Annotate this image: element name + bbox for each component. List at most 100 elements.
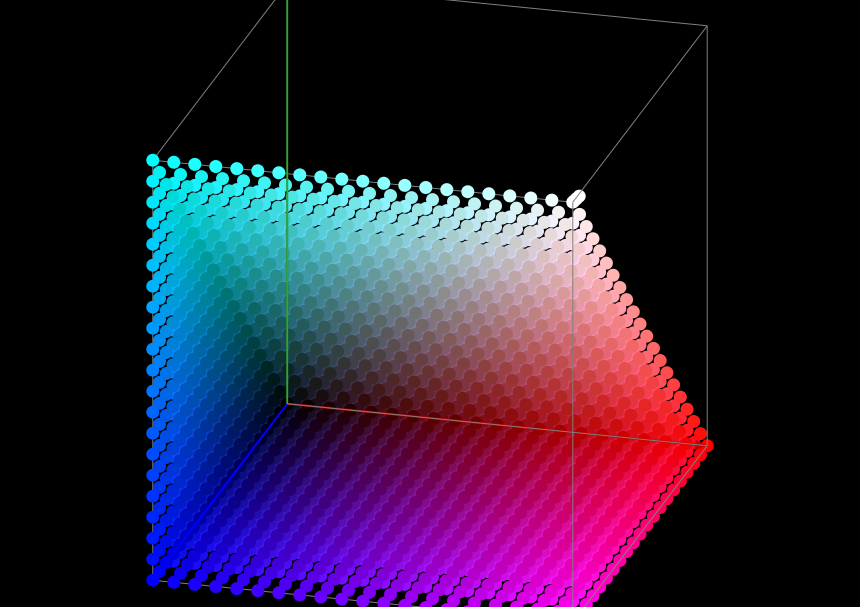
color-point	[618, 396, 631, 409]
color-point	[487, 303, 500, 316]
color-point	[242, 255, 255, 268]
color-point	[391, 201, 404, 214]
color-point	[354, 278, 367, 291]
color-point	[565, 230, 578, 243]
color-point	[342, 185, 355, 198]
color-point	[544, 262, 557, 275]
color-point	[328, 195, 341, 208]
color-point	[388, 304, 401, 317]
color-point	[310, 343, 323, 356]
color-point	[292, 237, 305, 250]
color-point	[400, 398, 413, 411]
color-point	[654, 354, 667, 367]
color-point	[418, 215, 431, 228]
color-point	[498, 396, 511, 409]
color-point	[419, 181, 432, 194]
color-point	[639, 399, 652, 412]
color-point	[541, 366, 554, 379]
color-point	[289, 341, 302, 354]
color-point	[349, 197, 362, 210]
color-point	[534, 388, 547, 401]
color-point	[305, 262, 318, 275]
color-point	[193, 239, 206, 252]
color-point	[362, 221, 375, 234]
color-point	[295, 387, 308, 400]
color-point	[667, 378, 680, 391]
color-point	[586, 267, 599, 280]
color-point	[299, 215, 312, 228]
color-point	[257, 211, 270, 224]
color-point	[620, 293, 633, 306]
color-point	[403, 260, 416, 273]
color-point	[564, 299, 577, 312]
color-point	[600, 257, 613, 270]
color-point	[433, 205, 446, 218]
color-point	[268, 339, 281, 352]
color-point	[372, 383, 385, 396]
color-point	[288, 375, 301, 388]
color-point	[215, 207, 228, 220]
color-point	[174, 168, 187, 181]
color-point	[300, 181, 313, 194]
color-point	[551, 240, 564, 253]
color-point	[235, 243, 248, 256]
color-point	[529, 307, 542, 320]
color-point	[376, 246, 389, 259]
color-point	[358, 394, 371, 407]
color-point	[438, 286, 451, 299]
color-point	[468, 197, 481, 210]
color-point	[234, 312, 247, 325]
color-point	[586, 232, 599, 245]
color-point	[508, 270, 521, 283]
color-point	[319, 252, 332, 265]
color-point	[549, 344, 562, 357]
color-point	[429, 378, 442, 391]
color-point	[314, 171, 327, 184]
color-point	[256, 280, 269, 293]
color-point	[335, 173, 348, 186]
color-point	[439, 252, 452, 265]
color-point	[395, 317, 408, 330]
color-point	[374, 315, 387, 328]
color-point	[194, 205, 207, 218]
color-point	[481, 256, 494, 269]
color-point	[584, 336, 597, 349]
color-point	[523, 260, 536, 273]
color-point	[494, 281, 507, 294]
color-point	[346, 300, 359, 313]
color-point	[431, 274, 444, 287]
color-point	[318, 320, 331, 333]
color-point	[423, 331, 436, 344]
color-point	[633, 352, 646, 365]
color-point	[173, 202, 186, 215]
color-point	[320, 217, 333, 230]
color-point	[510, 202, 523, 215]
color-point	[465, 335, 478, 348]
color-point	[583, 370, 596, 383]
color-point	[264, 223, 277, 236]
color-point	[591, 348, 604, 361]
color-point	[216, 172, 229, 185]
color-point	[227, 300, 240, 313]
color-point	[513, 386, 526, 399]
color-point	[220, 288, 233, 301]
color-point	[555, 356, 568, 369]
color-point	[397, 248, 410, 261]
color-point	[311, 308, 324, 321]
color-point	[522, 295, 535, 308]
color-point	[447, 195, 460, 208]
color-point	[452, 276, 465, 289]
color-point	[459, 289, 472, 302]
color-point	[524, 192, 537, 205]
color-point	[559, 218, 572, 231]
color-point	[570, 346, 583, 359]
color-point	[237, 174, 250, 187]
color-point	[368, 268, 381, 281]
color-point	[589, 417, 602, 430]
color-point	[369, 234, 382, 247]
color-point	[370, 199, 383, 212]
color-point	[568, 415, 581, 428]
color-point	[618, 362, 631, 375]
color-point	[306, 227, 319, 240]
color-point	[625, 374, 638, 387]
